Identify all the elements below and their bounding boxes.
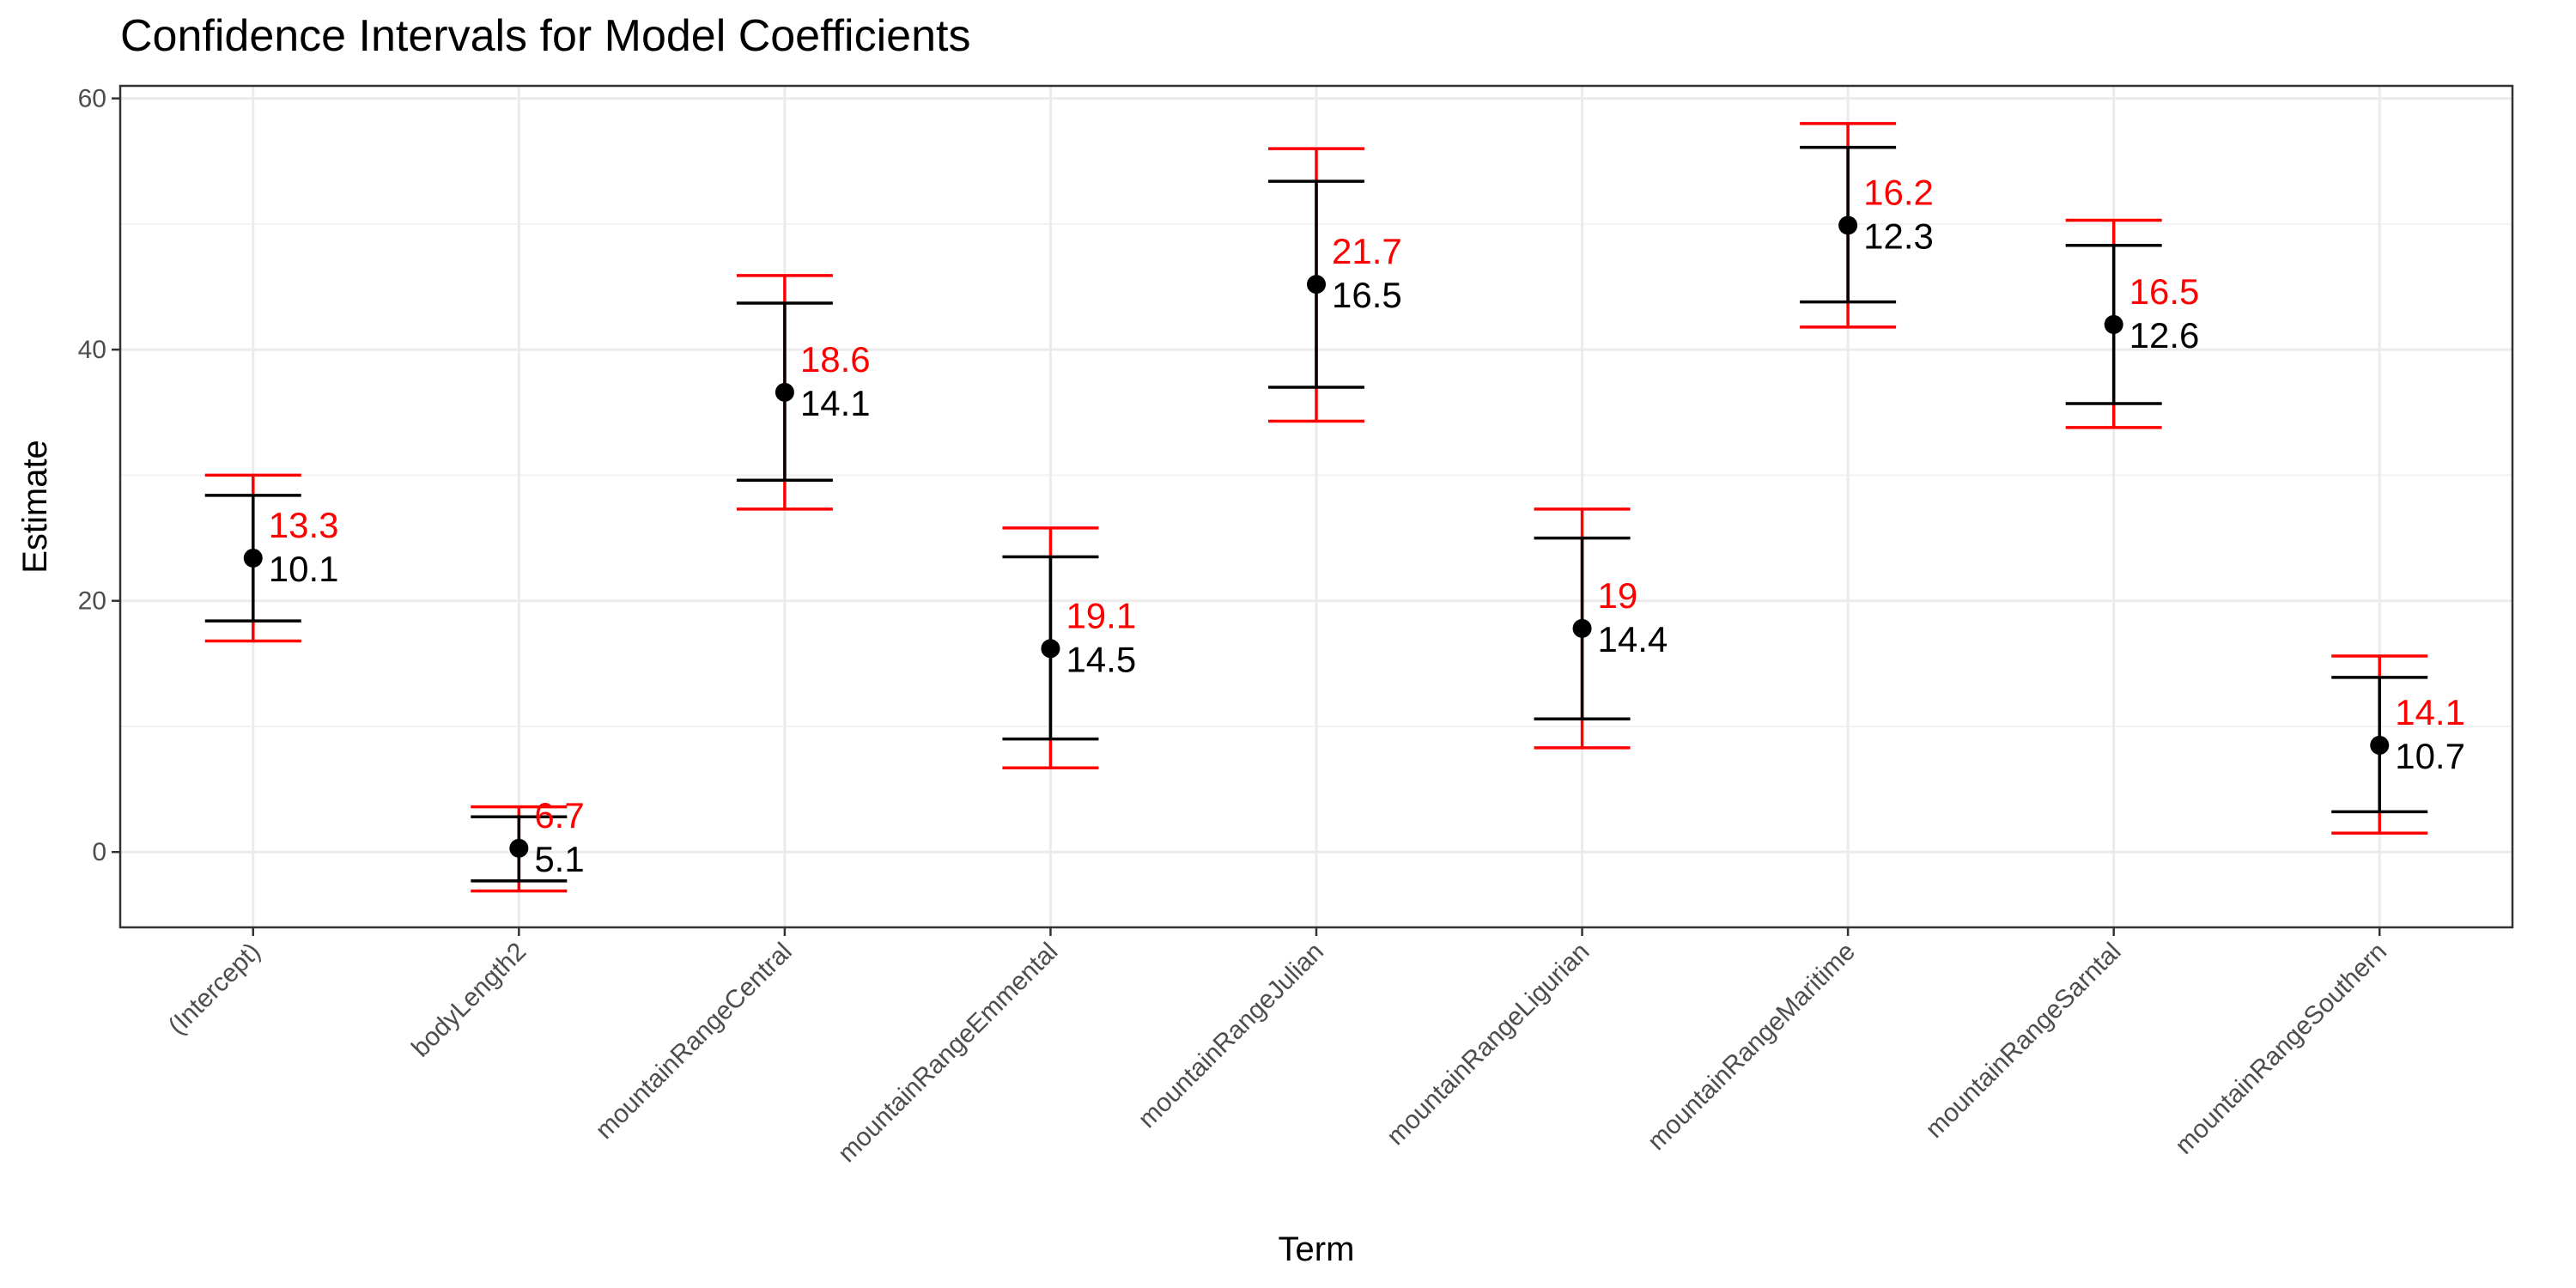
- x-tick-label: mountainRangeJulian: [1133, 938, 1329, 1134]
- inner-value-label: 5.1: [534, 839, 584, 879]
- inner-value-label: 12.3: [1863, 216, 1934, 256]
- x-tick-label: (Intercept): [163, 938, 266, 1041]
- outer-value-label: 19.1: [1066, 595, 1136, 635]
- x-tick-label: mountainRangeEmmental: [833, 938, 1064, 1169]
- x-tick-label: mountainRangeSouthern: [2170, 938, 2392, 1160]
- estimate-point: [243, 548, 263, 568]
- estimate-point: [1307, 275, 1326, 295]
- chart-title: Confidence Intervals for Model Coefficie…: [120, 11, 971, 61]
- outer-value-label: 21.7: [1332, 231, 1402, 271]
- estimate-point: [2104, 314, 2123, 334]
- inner-value-label: 16.5: [1332, 275, 1402, 315]
- outer-value-label: 14.1: [2395, 692, 2465, 732]
- outer-value-label: 16.5: [2129, 271, 2200, 312]
- inner-value-label: 10.7: [2395, 736, 2465, 776]
- x-tick-label: mountainRangeMaritime: [1643, 938, 1861, 1156]
- x-tick-label: mountainRangeSarntal: [1920, 938, 2126, 1144]
- x-tick-label: bodyLength2: [406, 938, 532, 1063]
- y-axis-title: Estimate: [16, 440, 54, 574]
- y-tick-label: 20: [78, 587, 106, 616]
- outer-value-label: 18.6: [800, 339, 871, 380]
- estimate-point: [1041, 639, 1060, 659]
- x-tick-label: mountainRangeCentral: [590, 938, 797, 1145]
- estimate-point: [2370, 735, 2390, 755]
- inner-value-label: 14.1: [800, 383, 871, 423]
- outer-value-label: 16.2: [1863, 172, 1934, 212]
- x-tick-label: mountainRangeLigurian: [1382, 938, 1595, 1151]
- y-tick-label: 0: [92, 838, 106, 866]
- inner-value-label: 14.4: [1598, 619, 1668, 659]
- inner-value-label: 14.5: [1066, 639, 1136, 679]
- estimate-point: [509, 838, 529, 858]
- y-tick-label: 40: [78, 336, 106, 364]
- y-tick-label: 60: [78, 85, 106, 113]
- outer-value-label: 6.7: [534, 795, 584, 835]
- estimate-point: [1838, 216, 1858, 235]
- outer-value-label: 13.3: [269, 505, 339, 545]
- outer-value-label: 19: [1598, 575, 1638, 616]
- estimate-point: [775, 382, 794, 402]
- x-axis-title: Term: [1279, 1230, 1355, 1268]
- inner-value-label: 10.1: [269, 549, 339, 589]
- estimate-point: [1572, 618, 1592, 638]
- inner-value-label: 12.6: [2129, 315, 2200, 355]
